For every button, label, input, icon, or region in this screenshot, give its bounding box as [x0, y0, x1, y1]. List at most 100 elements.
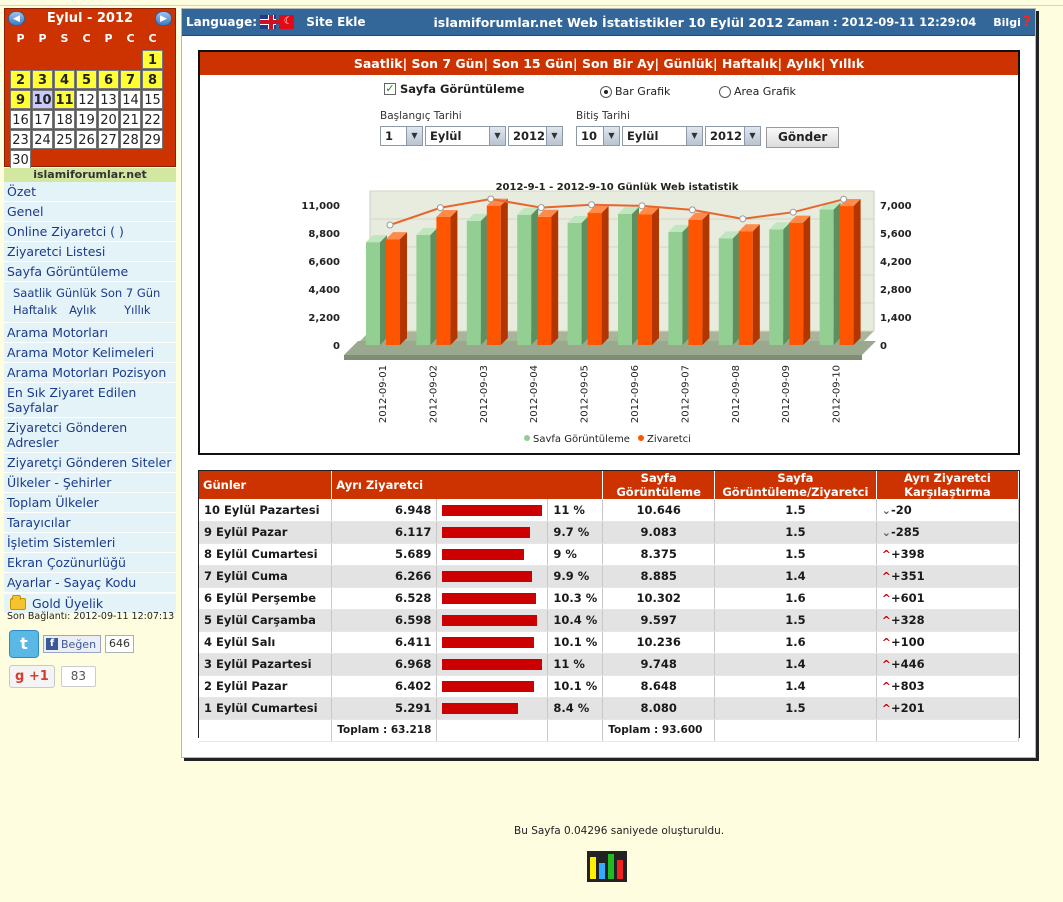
table-row[interactable]: 4 Eylül Salı 6.411 10.1 % 10.236 1.6 ^+100 — [199, 631, 1020, 654]
sidebar-item[interactable]: Online Ziyaretci ( ) — [4, 222, 176, 242]
calendar-day[interactable]: 22 — [142, 110, 163, 129]
calendar-day[interactable]: 17 — [32, 110, 53, 129]
calendar-day[interactable]: 18 — [54, 110, 75, 129]
sidebar-item[interactable]: Ekran Çozünurlüğü — [4, 553, 176, 573]
sidebar-sub-link[interactable]: Haftalık — [13, 303, 58, 317]
sidebar-item[interactable]: Arama Motorları Pozisyon — [4, 363, 176, 383]
facebook-like-button[interactable]: f Beğen — [43, 635, 102, 653]
calendar-day[interactable]: 27 — [98, 130, 119, 149]
start-year-select[interactable]: 2012 ▼ — [508, 126, 563, 146]
end-month-select[interactable]: Eylül ▼ — [622, 126, 703, 146]
calendar-day[interactable]: 1 — [142, 50, 163, 69]
gplus-button[interactable]: g +1 — [9, 665, 55, 688]
bar-chart-radio[interactable] — [600, 85, 612, 98]
calendar-day[interactable]: 12 — [76, 90, 97, 109]
compare-value: +100 — [890, 635, 925, 649]
calendar-day[interactable]: 14 — [120, 90, 141, 109]
table-row[interactable]: 7 Eylül Cuma 6.266 9.9 % 8.885 1.4 ^+351 — [199, 565, 1020, 588]
calendar-day[interactable]: 23 — [10, 130, 31, 149]
turkey-flag-icon[interactable] — [278, 15, 295, 29]
table-row[interactable]: 3 Eylül Pazartesi 6.968 11 % 9.748 1.4 ^+446 — [199, 653, 1020, 676]
tab-period[interactable]: Saatlik — [353, 56, 403, 71]
twitter-icon[interactable]: t — [9, 630, 39, 658]
submit-button[interactable]: Gönder — [766, 127, 840, 148]
stats-logo-icon[interactable] — [587, 851, 627, 882]
next-month-arrow-icon[interactable]: ▶ — [155, 11, 172, 26]
calendar-day[interactable]: 24 — [32, 130, 53, 149]
tab-period[interactable]: Son 7 Gün — [411, 56, 484, 71]
tab-period[interactable]: Yıllık — [829, 56, 865, 71]
tab-period[interactable]: Son Bir Ay — [581, 56, 655, 71]
sidebar-item[interactable]: Toplam Ülkeler — [4, 493, 176, 513]
calendar-day[interactable]: 25 — [54, 130, 75, 149]
site-ekle-link[interactable]: Site Ekle — [306, 15, 366, 29]
table-row[interactable]: 1 Eylül Cumartesi 5.291 8.4 % 8.080 1.5 ^+201 — [199, 697, 1020, 720]
page-view-checkbox[interactable]: ✓ — [384, 82, 396, 95]
tab-period[interactable]: Haftalık — [721, 56, 778, 71]
calendar-day[interactable]: 15 — [142, 90, 163, 109]
sidebar-item[interactable]: Ziyaretci Listesi — [4, 242, 176, 262]
end-day-select[interactable]: 10 ▼ — [576, 126, 620, 146]
sidebar-sub-link[interactable]: Yıllık — [124, 303, 151, 317]
sidebar-sub-link[interactable]: Günlük — [55, 286, 97, 300]
sidebar-item[interactable]: Sayfa Görüntüleme — [4, 262, 176, 282]
sidebar-item[interactable]: Tarayıcılar — [4, 513, 176, 533]
info-link[interactable]: Bilgi — [993, 15, 1021, 29]
y-left-tick-label: 8,800 — [308, 229, 340, 240]
tab-period[interactable]: Günlük — [663, 56, 713, 71]
calendar-day[interactable]: 7 — [120, 70, 141, 89]
calendar-day[interactable]: 3 — [32, 70, 53, 89]
col-header-ratio[interactable]: Sayfa Görüntüleme/Ziyaretci — [714, 471, 877, 499]
start-day-select[interactable]: 1 ▼ — [380, 126, 423, 146]
sidebar-item[interactable]: Arama Motor Kelimeleri — [4, 343, 176, 363]
sidebar-item[interactable]: Ayarlar - Sayaç Kodu — [4, 573, 176, 593]
sidebar-item[interactable]: Arama Motorları — [4, 323, 176, 343]
sidebar-item[interactable]: Özet — [4, 182, 176, 202]
sidebar-sub-link[interactable]: Saatlik — [13, 286, 52, 300]
table-row[interactable]: 10 Eylül Pazartesi 6.948 11 % 10.646 1.5 ⌄-20 — [199, 499, 1020, 522]
start-month-select[interactable]: Eylül ▼ — [425, 126, 506, 146]
calendar-day[interactable]: 6 — [98, 70, 119, 89]
gold-membership-link[interactable]: Gold Üyelik — [4, 594, 176, 614]
col-header-visitors[interactable]: Ayrı Ziyaretci — [331, 471, 604, 499]
calendar-day[interactable]: 11 — [54, 90, 75, 109]
col-header-compare[interactable]: Ayrı Ziyaretci Karşılaştırma — [876, 471, 1020, 499]
area-chart-radio[interactable] — [719, 85, 731, 98]
calendar-day[interactable]: 29 — [142, 130, 163, 149]
calendar-day[interactable]: 13 — [98, 90, 119, 109]
calendar-day[interactable]: 28 — [120, 130, 141, 149]
calendar-day[interactable]: 20 — [98, 110, 119, 129]
prev-month-arrow-icon[interactable]: ◀ — [8, 11, 25, 26]
calendar-day[interactable]: 21 — [120, 110, 141, 129]
calendar-day[interactable]: 26 — [76, 130, 97, 149]
question-icon[interactable]: ? — [1022, 14, 1031, 30]
sidebar-sub-link[interactable]: Aylık — [69, 303, 97, 317]
col-header-days[interactable]: Günler — [199, 471, 333, 499]
tab-period[interactable]: Aylık — [786, 56, 821, 71]
sidebar-item[interactable]: Ülkeler - Şehirler — [4, 473, 176, 493]
sidebar-sub-link[interactable]: Son 7 Gün — [100, 286, 161, 300]
table-row[interactable]: 6 Eylül Perşembe 6.528 10.3 % 10.302 1.6 ^+60… — [199, 587, 1020, 610]
calendar-day[interactable]: 4 — [54, 70, 75, 89]
end-year-select[interactable]: 2012 ▼ — [705, 126, 761, 146]
table-row[interactable]: 9 Eylül Pazar 6.117 9.7 % 9.083 1.5 ⌄-285 — [199, 521, 1020, 544]
calendar-day[interactable]: 16 — [10, 110, 31, 129]
table-row[interactable]: 5 Eylül Carşamba 6.598 10.4 % 9.597 1.5 ^+328 — [199, 609, 1020, 632]
calendar-day[interactable]: 19 — [76, 110, 97, 129]
uk-flag-icon[interactable] — [260, 15, 282, 29]
calendar-day[interactable]: 8 — [142, 70, 163, 89]
sidebar-item[interactable]: İşletim Sistemleri — [4, 533, 176, 553]
calendar-day[interactable]: 9 — [10, 90, 31, 109]
table-row[interactable]: 8 Eylül Cumartesi 5.689 9 % 8.375 1.5 ^+398 — [199, 543, 1020, 566]
calendar-day[interactable]: 30 — [10, 150, 31, 169]
calendar-day[interactable]: 5 — [76, 70, 97, 89]
sidebar-item[interactable]: Ziyaretçi Gönderen Siteler — [4, 453, 176, 473]
col-header-views[interactable]: Sayfa Görüntüleme — [602, 471, 716, 499]
table-row[interactable]: 2 Eylül Pazar 6.402 10.1 % 8.648 1.4 ^+803 — [199, 675, 1020, 698]
calendar-day[interactable]: 10 — [32, 90, 53, 109]
sidebar-item[interactable]: Ziyaretci Gönderen Adresler — [4, 418, 176, 453]
tab-period[interactable]: Son 15 Gün — [492, 56, 574, 71]
sidebar-item[interactable]: En Sık Ziyaret Edilen Sayfalar — [4, 383, 176, 418]
calendar-day[interactable]: 2 — [10, 70, 31, 89]
sidebar-item[interactable]: Genel — [4, 202, 176, 222]
